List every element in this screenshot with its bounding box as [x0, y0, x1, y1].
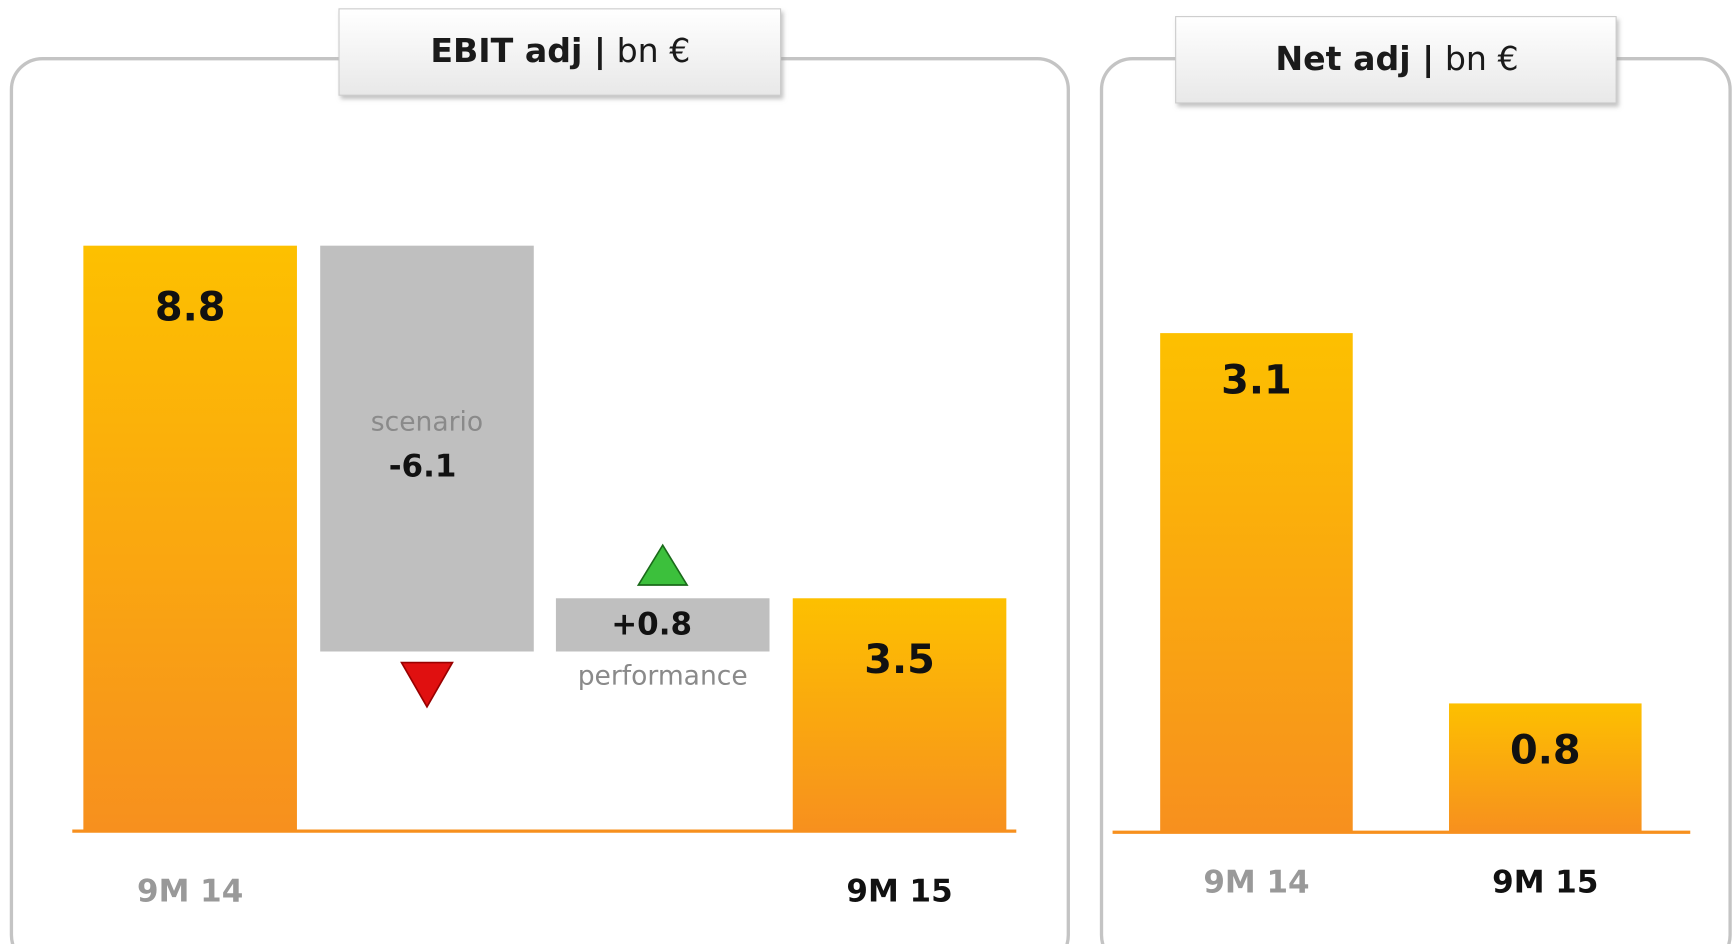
unit: bn €	[1445, 38, 1519, 77]
title: EBIT adj |	[430, 31, 606, 70]
bar	[83, 245, 297, 832]
category-label: performance	[578, 660, 748, 691]
bar	[1449, 703, 1642, 833]
value-label: +0.8	[611, 606, 692, 642]
category-label: 9M 14	[1203, 865, 1309, 901]
down-arrow	[400, 661, 454, 709]
title: Net adj |	[1275, 38, 1434, 77]
value-label: 8.8	[155, 284, 226, 330]
title-box	[1175, 16, 1617, 104]
bar	[1160, 333, 1353, 833]
category-label: 9M 15	[846, 874, 952, 910]
bar	[792, 598, 1007, 832]
up-arrow	[636, 543, 689, 586]
bar	[555, 598, 770, 652]
value-label: -6.1	[389, 449, 457, 485]
bar	[320, 245, 534, 652]
value-label: 3.1	[1221, 357, 1292, 403]
value-label: 3.5	[864, 637, 935, 683]
category-label: 9M 15	[1492, 865, 1598, 901]
chart-title: EBIT adj | bn €	[430, 31, 690, 70]
unit: bn €	[617, 31, 691, 70]
category-label: scenario	[371, 406, 483, 437]
category-label: 9M 14	[137, 874, 243, 910]
chart-title: Net adj | bn €	[1275, 38, 1518, 77]
title-box	[338, 8, 782, 96]
value-label: 0.8	[1510, 728, 1581, 774]
